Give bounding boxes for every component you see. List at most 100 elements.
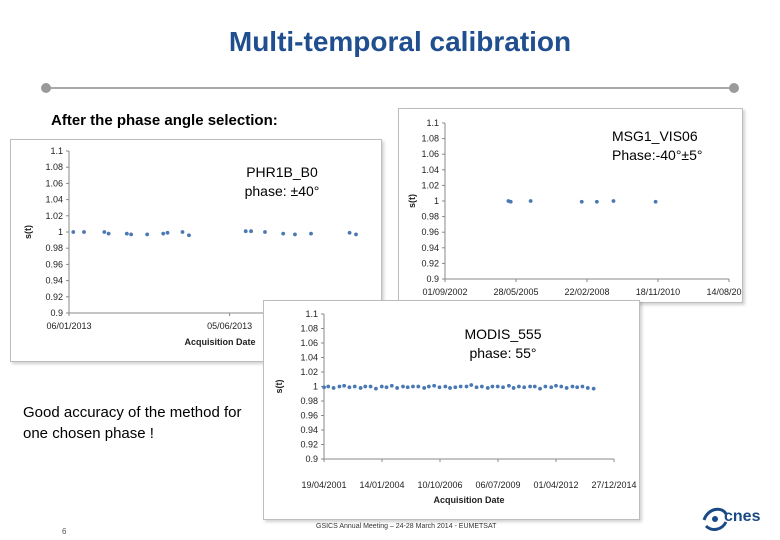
data-point — [458, 384, 463, 389]
modis-label-line1: MODIS_555 — [464, 326, 542, 342]
msg1-label-box: MSG1_VIS06 Phase:-40°±5° — [612, 127, 726, 165]
data-point — [653, 199, 658, 204]
data-point — [161, 231, 166, 236]
data-point — [528, 199, 533, 203]
x-tick-label: 10/10/2006 — [417, 480, 462, 490]
data-point — [580, 384, 585, 389]
data-point — [71, 230, 76, 234]
data-point — [528, 384, 532, 389]
x-tick-label: 06/01/2013 — [46, 321, 91, 331]
x-tick-label: 18/11/2010 — [636, 287, 680, 297]
modis-label-box: MODIS_555 phase: 55° — [456, 325, 550, 363]
y-tick-label: 1.06 — [45, 178, 63, 188]
y-tick-label: 0.98 — [45, 243, 63, 253]
accuracy-note: Good accuracy of the method for one chos… — [23, 404, 242, 442]
data-point — [384, 385, 389, 390]
data-point — [426, 384, 431, 389]
y-tick-label: 1.06 — [421, 149, 439, 159]
y-tick-label: 1.06 — [300, 338, 318, 348]
y-tick-label: 1.08 — [421, 134, 439, 144]
footer-text: GSICS Annual Meeting – 24-28 March 2014 … — [316, 523, 497, 530]
data-point — [508, 199, 513, 204]
data-point — [453, 385, 458, 390]
page-number: 6 — [62, 527, 67, 536]
x-tick-label: 14/08/2013 — [706, 287, 742, 297]
x-axis-label: Acquisition Date — [184, 337, 255, 347]
y-tick-label: 0.96 — [45, 259, 63, 269]
data-point — [559, 384, 564, 389]
data-point — [516, 384, 521, 389]
data-point — [416, 384, 421, 389]
data-point — [358, 386, 363, 390]
data-point — [585, 386, 590, 390]
data-point — [401, 384, 405, 389]
data-point — [579, 199, 584, 204]
data-point — [522, 385, 527, 390]
y-tick-label: 0.94 — [421, 243, 439, 253]
data-point — [293, 232, 297, 237]
msg1-label-line1: MSG1_VIS06 — [612, 128, 698, 144]
cnes-logo-text: cnes — [724, 508, 761, 525]
data-point — [591, 386, 596, 391]
slide-title: Multi-temporal calibration — [228, 26, 572, 57]
data-point — [281, 231, 286, 236]
data-point — [501, 385, 505, 390]
data-point — [124, 231, 129, 236]
y-axis-label: s(t) — [407, 194, 417, 208]
chart-msg1: 1.1 1.08 1.06 1.04 1.02 1 0.98 0.96 0.94 0.92 0.9 s… — [407, 118, 742, 297]
y-tick-label: 1.02 — [300, 367, 318, 377]
x-axis-label: Acquisition Date — [433, 495, 504, 505]
data-point — [243, 229, 248, 234]
data-point — [554, 383, 558, 388]
chart-modis: 1.1 1.08 1.06 1.04 1.02 1 0.98 0.96 0.94 0.92 0.9 s… — [274, 309, 637, 505]
data-point — [326, 384, 331, 389]
y-tick-label: 0.9 — [50, 308, 63, 318]
data-point — [342, 383, 347, 388]
x-tick-label: 27/12/2014 — [591, 480, 636, 490]
phr1b-label-line2: phase: ±40° — [244, 183, 320, 199]
y-tick-label: 0.96 — [421, 227, 439, 237]
y-axis-label: s(t) — [274, 380, 284, 394]
data-point — [432, 383, 437, 388]
data-point — [469, 383, 474, 387]
x-tick-label: 22/02/2008 — [564, 287, 609, 297]
data-point — [102, 230, 107, 234]
data-point — [570, 384, 575, 389]
data-point — [331, 386, 336, 390]
data-point — [575, 385, 580, 390]
data-point — [249, 229, 253, 234]
x-tick-label: 06/07/2009 — [475, 480, 520, 490]
data-point — [594, 199, 599, 204]
data-point — [106, 231, 111, 236]
data-point — [389, 383, 394, 388]
data-point — [145, 232, 150, 237]
data-point — [422, 386, 427, 390]
data-point — [443, 384, 448, 389]
modis-label-line2: phase: 55° — [469, 345, 537, 361]
y-tick-label: 0.92 — [300, 440, 318, 450]
cnes-logo-icon — [702, 507, 728, 531]
data-point — [511, 386, 516, 390]
data-point — [368, 384, 373, 389]
y-tick-label: 0.92 — [45, 292, 63, 302]
y-tick-label: 1.1 — [426, 118, 439, 128]
data-point — [532, 384, 537, 389]
data-point — [395, 386, 400, 390]
x-tick-label: 14/01/2004 — [359, 480, 404, 490]
data-point — [354, 232, 358, 237]
data-point — [309, 231, 313, 236]
data-point — [538, 386, 542, 391]
y-axis-label: s(t) — [23, 225, 33, 239]
y-tick-label: 1.04 — [300, 353, 318, 363]
y-tick-label: 1 — [58, 227, 63, 237]
y-tick-label: 0.98 — [421, 212, 439, 222]
y-tick-label: 0.9 — [305, 454, 318, 464]
cnes-logo: cnes — [700, 502, 780, 540]
y-tick-label: 1.08 — [45, 162, 63, 172]
y-tick-label: 1.1 — [305, 309, 318, 319]
y-tick-label: 1 — [313, 382, 318, 392]
data-point — [379, 384, 384, 389]
y-tick-label: 0.9 — [426, 274, 439, 284]
y-tick-label: 0.92 — [421, 258, 439, 268]
data-point — [322, 385, 326, 390]
